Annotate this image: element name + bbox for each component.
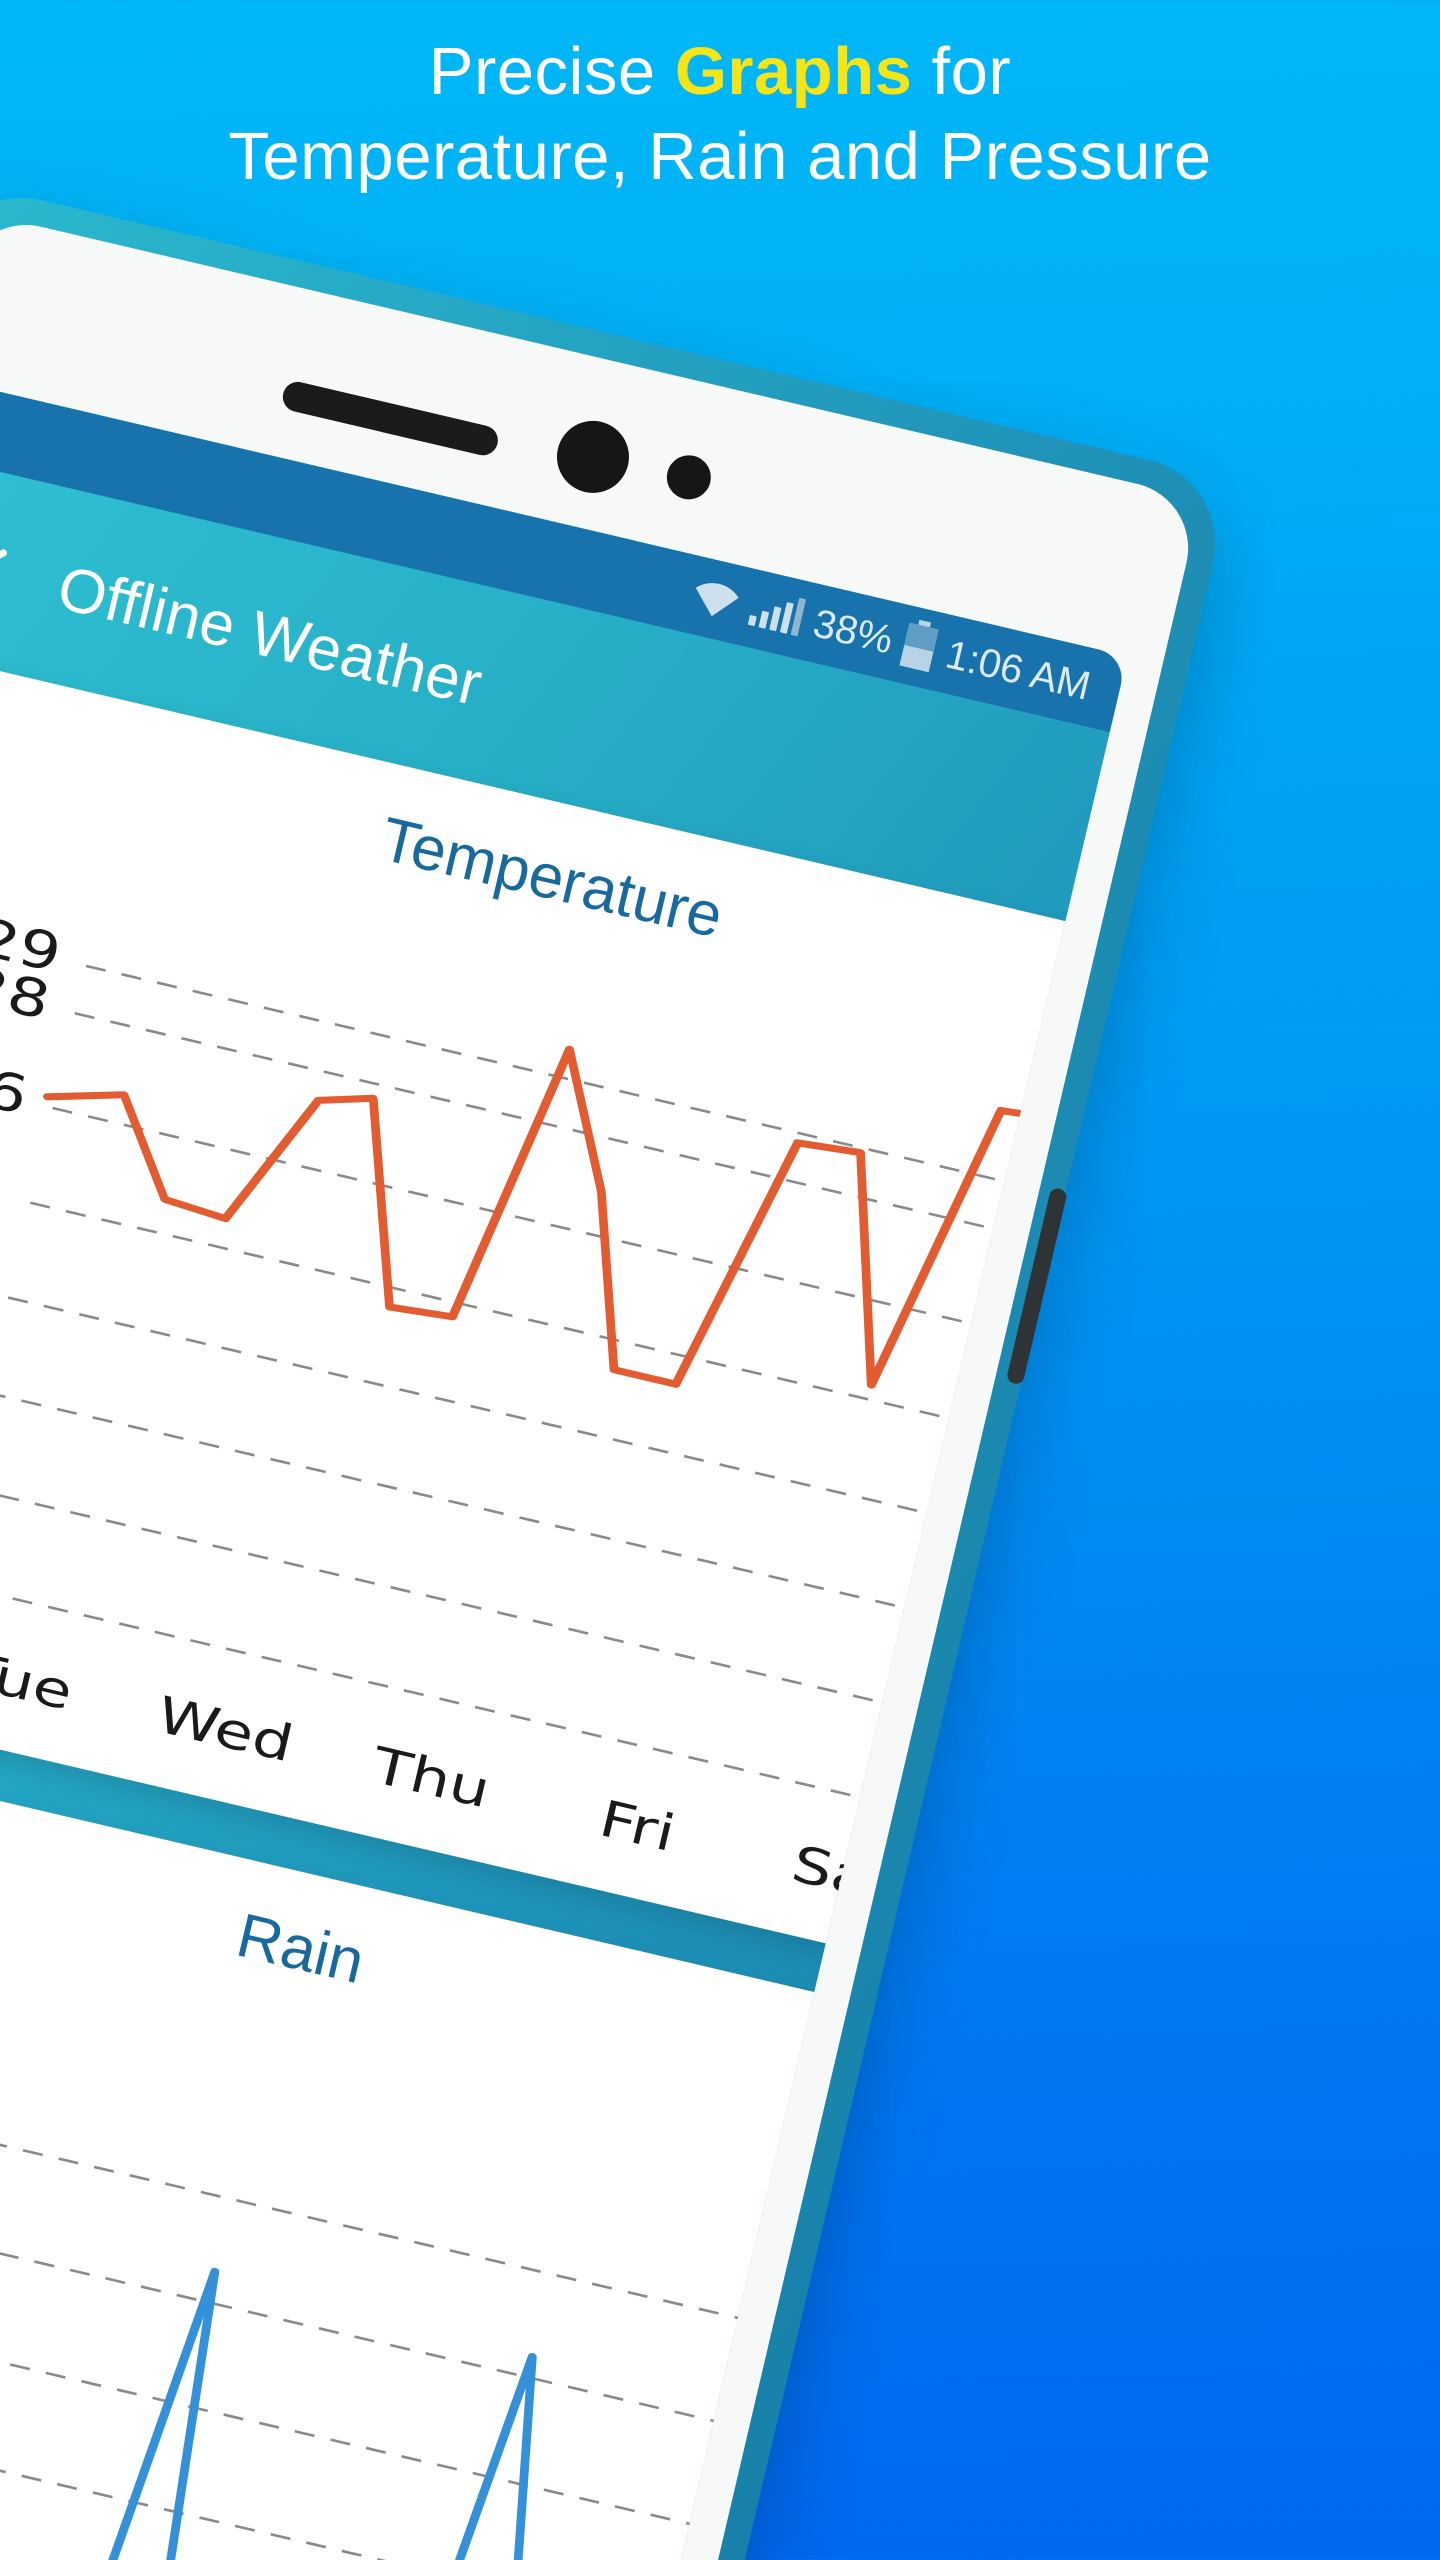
rain-chart[interactable]: 9876543 xyxy=(0,1878,897,2560)
promo-line2: Temperature, Rain and Pressure xyxy=(228,119,1212,195)
front-camera-icon xyxy=(549,413,637,501)
cellular-signal-icon xyxy=(747,592,807,637)
back-arrow-icon[interactable] xyxy=(0,539,22,602)
svg-text:Tue: Tue xyxy=(0,1641,78,1722)
promo-line1-highlight: Graphs xyxy=(674,34,913,109)
phone-bezel: 38% 1:06 AM Offline Weather Temperature … xyxy=(0,211,1202,2560)
svg-text:Thu: Thu xyxy=(366,1736,496,1820)
status-bar: 38% 1:06 AM xyxy=(0,385,1128,733)
promo-line1-post: for xyxy=(912,34,1012,109)
speaker-grille-icon xyxy=(279,378,501,459)
wifi-icon xyxy=(689,578,743,622)
svg-text:24: 24 xyxy=(0,1143,11,1221)
svg-text:Wed: Wed xyxy=(152,1686,299,1774)
temperature-card: Temperature 2928262422201816TueWedThuFri… xyxy=(0,660,1128,1971)
phone-screen: 38% 1:06 AM Offline Weather Temperature … xyxy=(0,385,1128,2560)
phone-mockup: 38% 1:06 AM Offline Weather Temperature … xyxy=(0,180,1233,2560)
svg-text:Fri: Fri xyxy=(594,1790,680,1864)
battery-icon xyxy=(899,619,939,673)
promo-headline: Precise Graphs for Temperature, Rain and… xyxy=(0,34,1440,194)
temperature-chart[interactable]: 2928262422201816TueWedThuFriSat xyxy=(0,807,1128,1971)
battery-percent-label: 38% xyxy=(809,600,898,662)
promo-line1-pre: Precise xyxy=(428,34,675,109)
svg-text:26: 26 xyxy=(0,1048,34,1126)
rain-card: Rain 9876543 xyxy=(0,1731,932,2560)
secondary-sensor-icon xyxy=(662,450,716,504)
app-title: Offline Weather xyxy=(51,552,489,719)
